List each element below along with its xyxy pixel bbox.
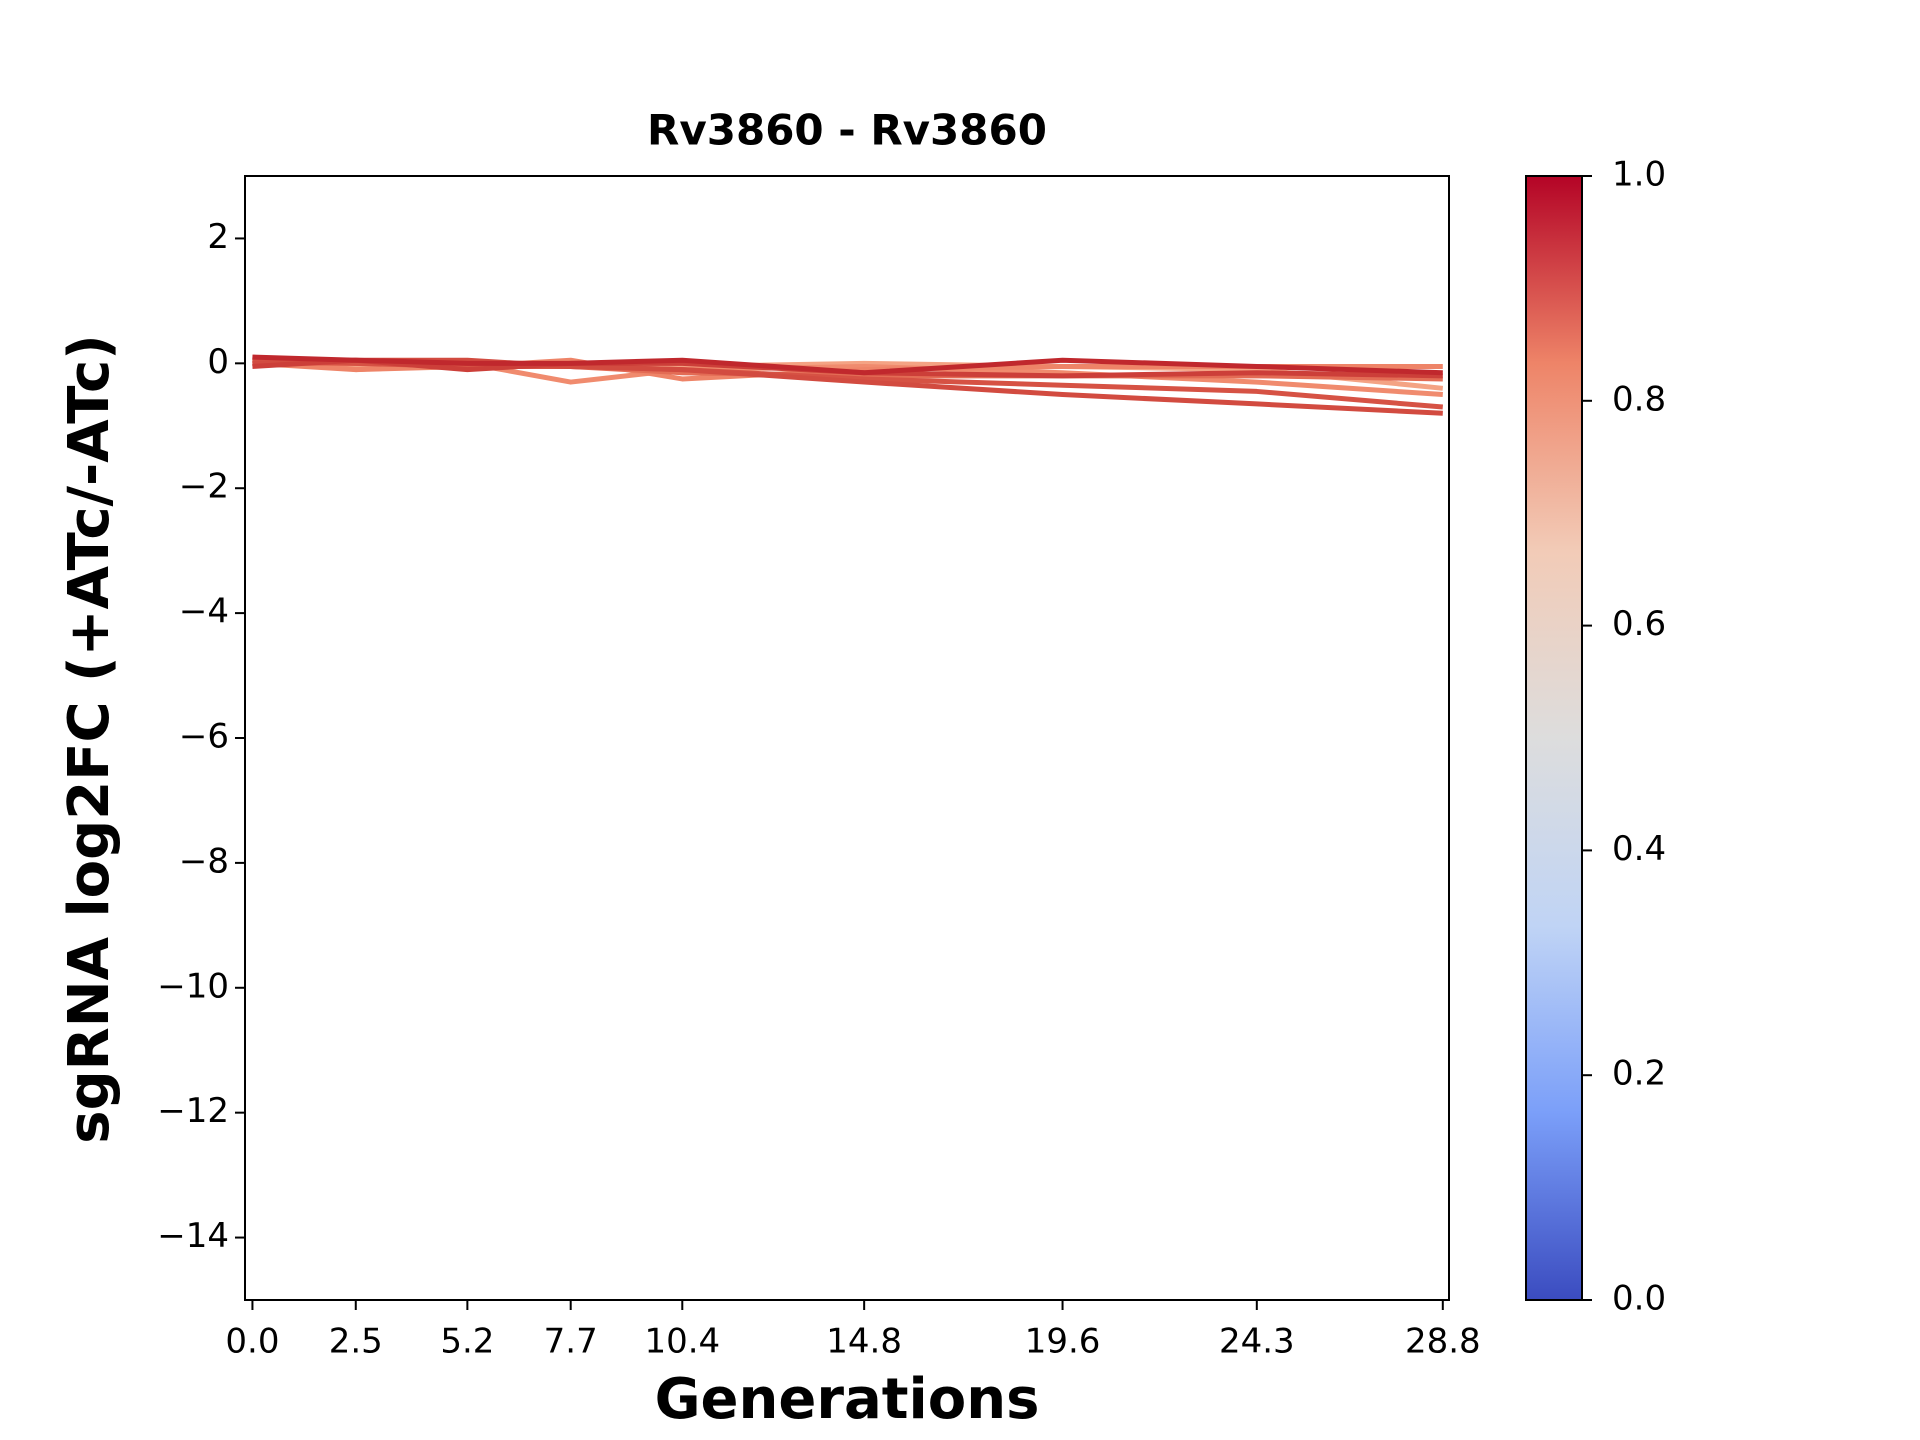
y-tick-label: −6 xyxy=(179,717,229,757)
y-tick-label: −14 xyxy=(157,1216,229,1256)
y-tick-label: −10 xyxy=(157,966,229,1006)
colorbar-tick-label: 0.4 xyxy=(1612,829,1666,869)
y-axis-label: sgRNA log2FC (+ATc/-ATc) xyxy=(57,334,122,1144)
x-tick-label: 10.4 xyxy=(644,1322,720,1362)
plot-frame xyxy=(244,175,1450,1301)
x-tick-label: 28.8 xyxy=(1405,1322,1481,1362)
x-tick-label: 14.8 xyxy=(826,1322,902,1362)
y-tick-label: 2 xyxy=(207,217,229,257)
colorbar-tick-label: 0.2 xyxy=(1612,1054,1666,1094)
x-tick-label: 5.2 xyxy=(440,1322,494,1362)
x-tick-label: 24.3 xyxy=(1219,1322,1295,1362)
data-line xyxy=(252,354,1443,376)
y-tick-label: 0 xyxy=(207,342,229,382)
colorbar-tick-label: 0.8 xyxy=(1612,379,1666,419)
colorbar xyxy=(1525,175,1583,1301)
colorbar-tick-label: 0.6 xyxy=(1612,604,1666,644)
y-tick-label: −4 xyxy=(179,592,229,632)
x-tick-label: 2.5 xyxy=(329,1322,383,1362)
x-tick-label: 19.6 xyxy=(1025,1322,1101,1362)
colorbar-tick-label: 1.0 xyxy=(1612,155,1666,195)
x-tick-label: 7.7 xyxy=(544,1322,598,1362)
y-tick-label: −12 xyxy=(157,1091,229,1131)
colorbar-tick-label: 0.0 xyxy=(1612,1279,1666,1319)
y-tick-label: −2 xyxy=(179,467,229,507)
chart-title: Rv3860 - Rv3860 xyxy=(647,106,1047,155)
x-axis-label: Generations xyxy=(655,1367,1040,1432)
x-tick-label: 0.0 xyxy=(225,1322,279,1362)
y-tick-label: −8 xyxy=(179,841,229,881)
